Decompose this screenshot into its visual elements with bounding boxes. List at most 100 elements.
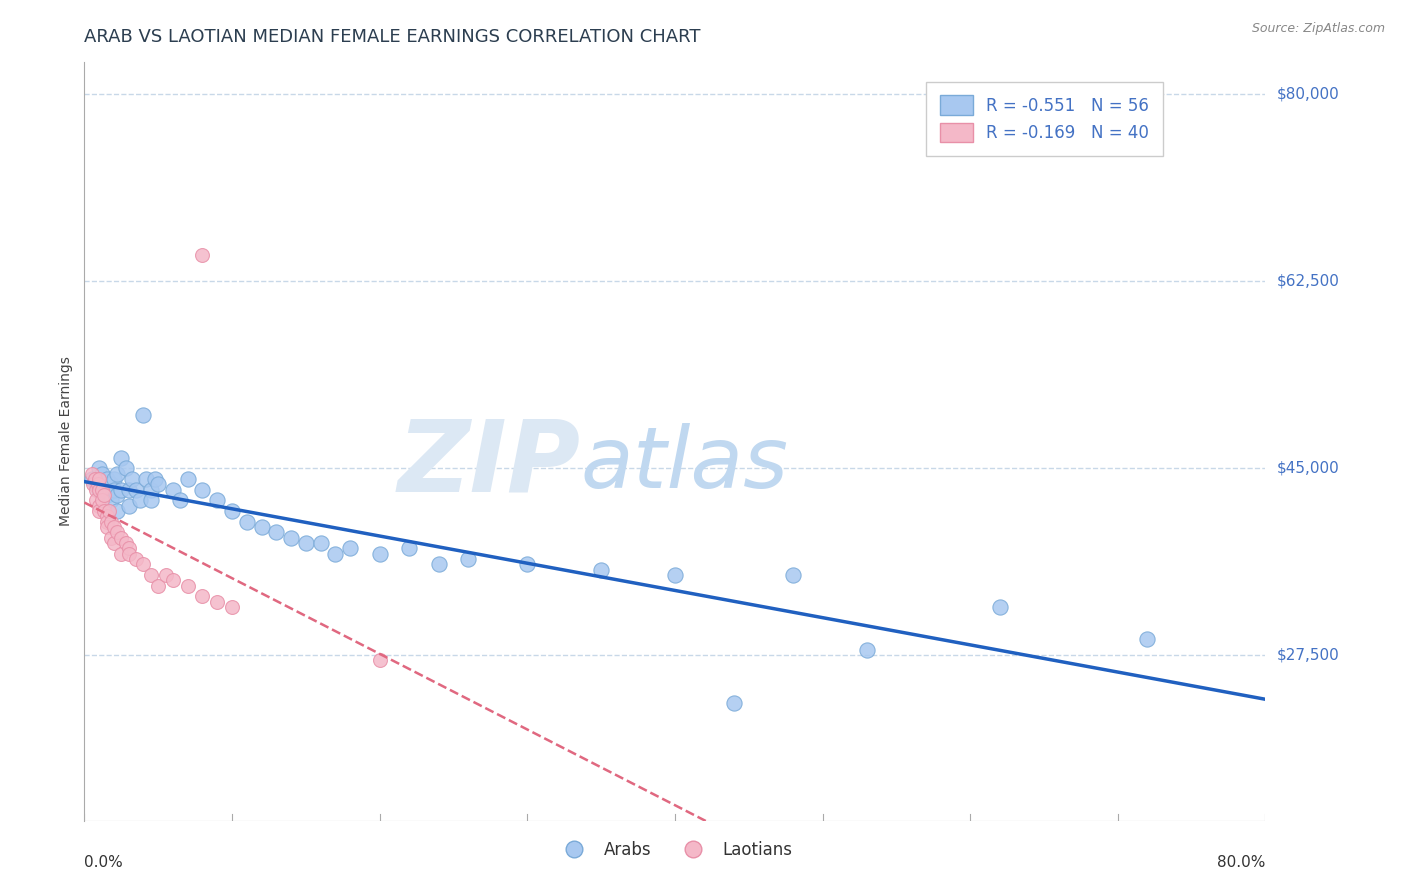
Point: [100, 493, 122, 508]
Point: [250, 520, 273, 534]
Point: [236, 515, 259, 529]
Legend: Arabs, Laotians: Arabs, Laotians: [550, 834, 800, 865]
Point: [110, 547, 132, 561]
Point: [96, 488, 118, 502]
Point: [87, 461, 111, 475]
Point: [105, 504, 128, 518]
Point: [84, 493, 107, 508]
Point: [139, 568, 162, 582]
Point: [782, 568, 804, 582]
Point: [103, 536, 125, 550]
Text: atlas: atlas: [581, 423, 789, 506]
Point: [191, 590, 214, 604]
Point: [87, 483, 111, 497]
Point: [280, 531, 302, 545]
Point: [148, 579, 170, 593]
Point: [103, 472, 125, 486]
Point: [114, 461, 136, 475]
Point: [135, 472, 157, 486]
Point: [87, 499, 111, 513]
Point: [96, 520, 118, 534]
Point: [148, 477, 170, 491]
Point: [207, 493, 229, 508]
Point: [80, 472, 103, 486]
Point: [96, 515, 118, 529]
Point: [110, 450, 132, 465]
Point: [221, 600, 243, 615]
Text: ARAB VS LAOTIAN MEDIAN FEMALE EARNINGS CORRELATION CHART: ARAB VS LAOTIAN MEDIAN FEMALE EARNINGS C…: [84, 28, 700, 45]
Point: [143, 472, 166, 486]
Point: [118, 547, 141, 561]
Point: [339, 541, 361, 556]
Text: $45,000: $45,000: [1277, 461, 1340, 475]
Point: [91, 483, 114, 497]
Text: $27,500: $27,500: [1277, 648, 1340, 663]
Point: [988, 600, 1011, 615]
Text: $62,500: $62,500: [1277, 274, 1340, 289]
Point: [84, 477, 107, 491]
Point: [84, 483, 107, 497]
Point: [139, 483, 162, 497]
Point: [139, 493, 162, 508]
Point: [664, 568, 686, 582]
Point: [191, 483, 214, 497]
Point: [93, 504, 115, 518]
Point: [86, 477, 108, 491]
Point: [103, 483, 125, 497]
Point: [162, 483, 184, 497]
Point: [83, 472, 105, 486]
Point: [132, 558, 155, 572]
Point: [177, 579, 200, 593]
Point: [96, 509, 118, 524]
Point: [132, 408, 155, 422]
Point: [91, 483, 114, 497]
Point: [105, 488, 128, 502]
Text: $80,000: $80,000: [1277, 87, 1340, 102]
Point: [266, 525, 288, 540]
Point: [368, 653, 391, 667]
Point: [105, 525, 128, 540]
Point: [427, 558, 450, 572]
Y-axis label: Median Female Earnings: Median Female Earnings: [59, 357, 73, 526]
Point: [169, 493, 191, 508]
Point: [91, 467, 114, 481]
Point: [368, 547, 391, 561]
Point: [398, 541, 420, 556]
Point: [110, 531, 132, 545]
Point: [516, 558, 538, 572]
Point: [591, 563, 613, 577]
Point: [129, 493, 152, 508]
Point: [100, 515, 122, 529]
Point: [110, 483, 132, 497]
Point: [91, 493, 114, 508]
Point: [80, 467, 103, 481]
Text: ZIP: ZIP: [398, 416, 581, 513]
Point: [191, 247, 214, 261]
Point: [100, 477, 122, 491]
Point: [87, 504, 111, 518]
Point: [207, 595, 229, 609]
Point: [87, 472, 111, 486]
Point: [856, 642, 879, 657]
Point: [457, 552, 479, 566]
Point: [87, 483, 111, 497]
Text: Source: ZipAtlas.com: Source: ZipAtlas.com: [1251, 22, 1385, 36]
Point: [325, 547, 347, 561]
Point: [125, 552, 148, 566]
Point: [118, 541, 141, 556]
Point: [93, 488, 115, 502]
Point: [155, 568, 177, 582]
Point: [96, 504, 118, 518]
Point: [118, 483, 141, 497]
Point: [98, 504, 121, 518]
Point: [125, 483, 148, 497]
Point: [162, 574, 184, 588]
Point: [177, 472, 200, 486]
Point: [295, 536, 318, 550]
Point: [103, 520, 125, 534]
Point: [1136, 632, 1159, 646]
Point: [105, 467, 128, 481]
Point: [118, 499, 141, 513]
Point: [723, 696, 745, 710]
Point: [82, 477, 104, 491]
